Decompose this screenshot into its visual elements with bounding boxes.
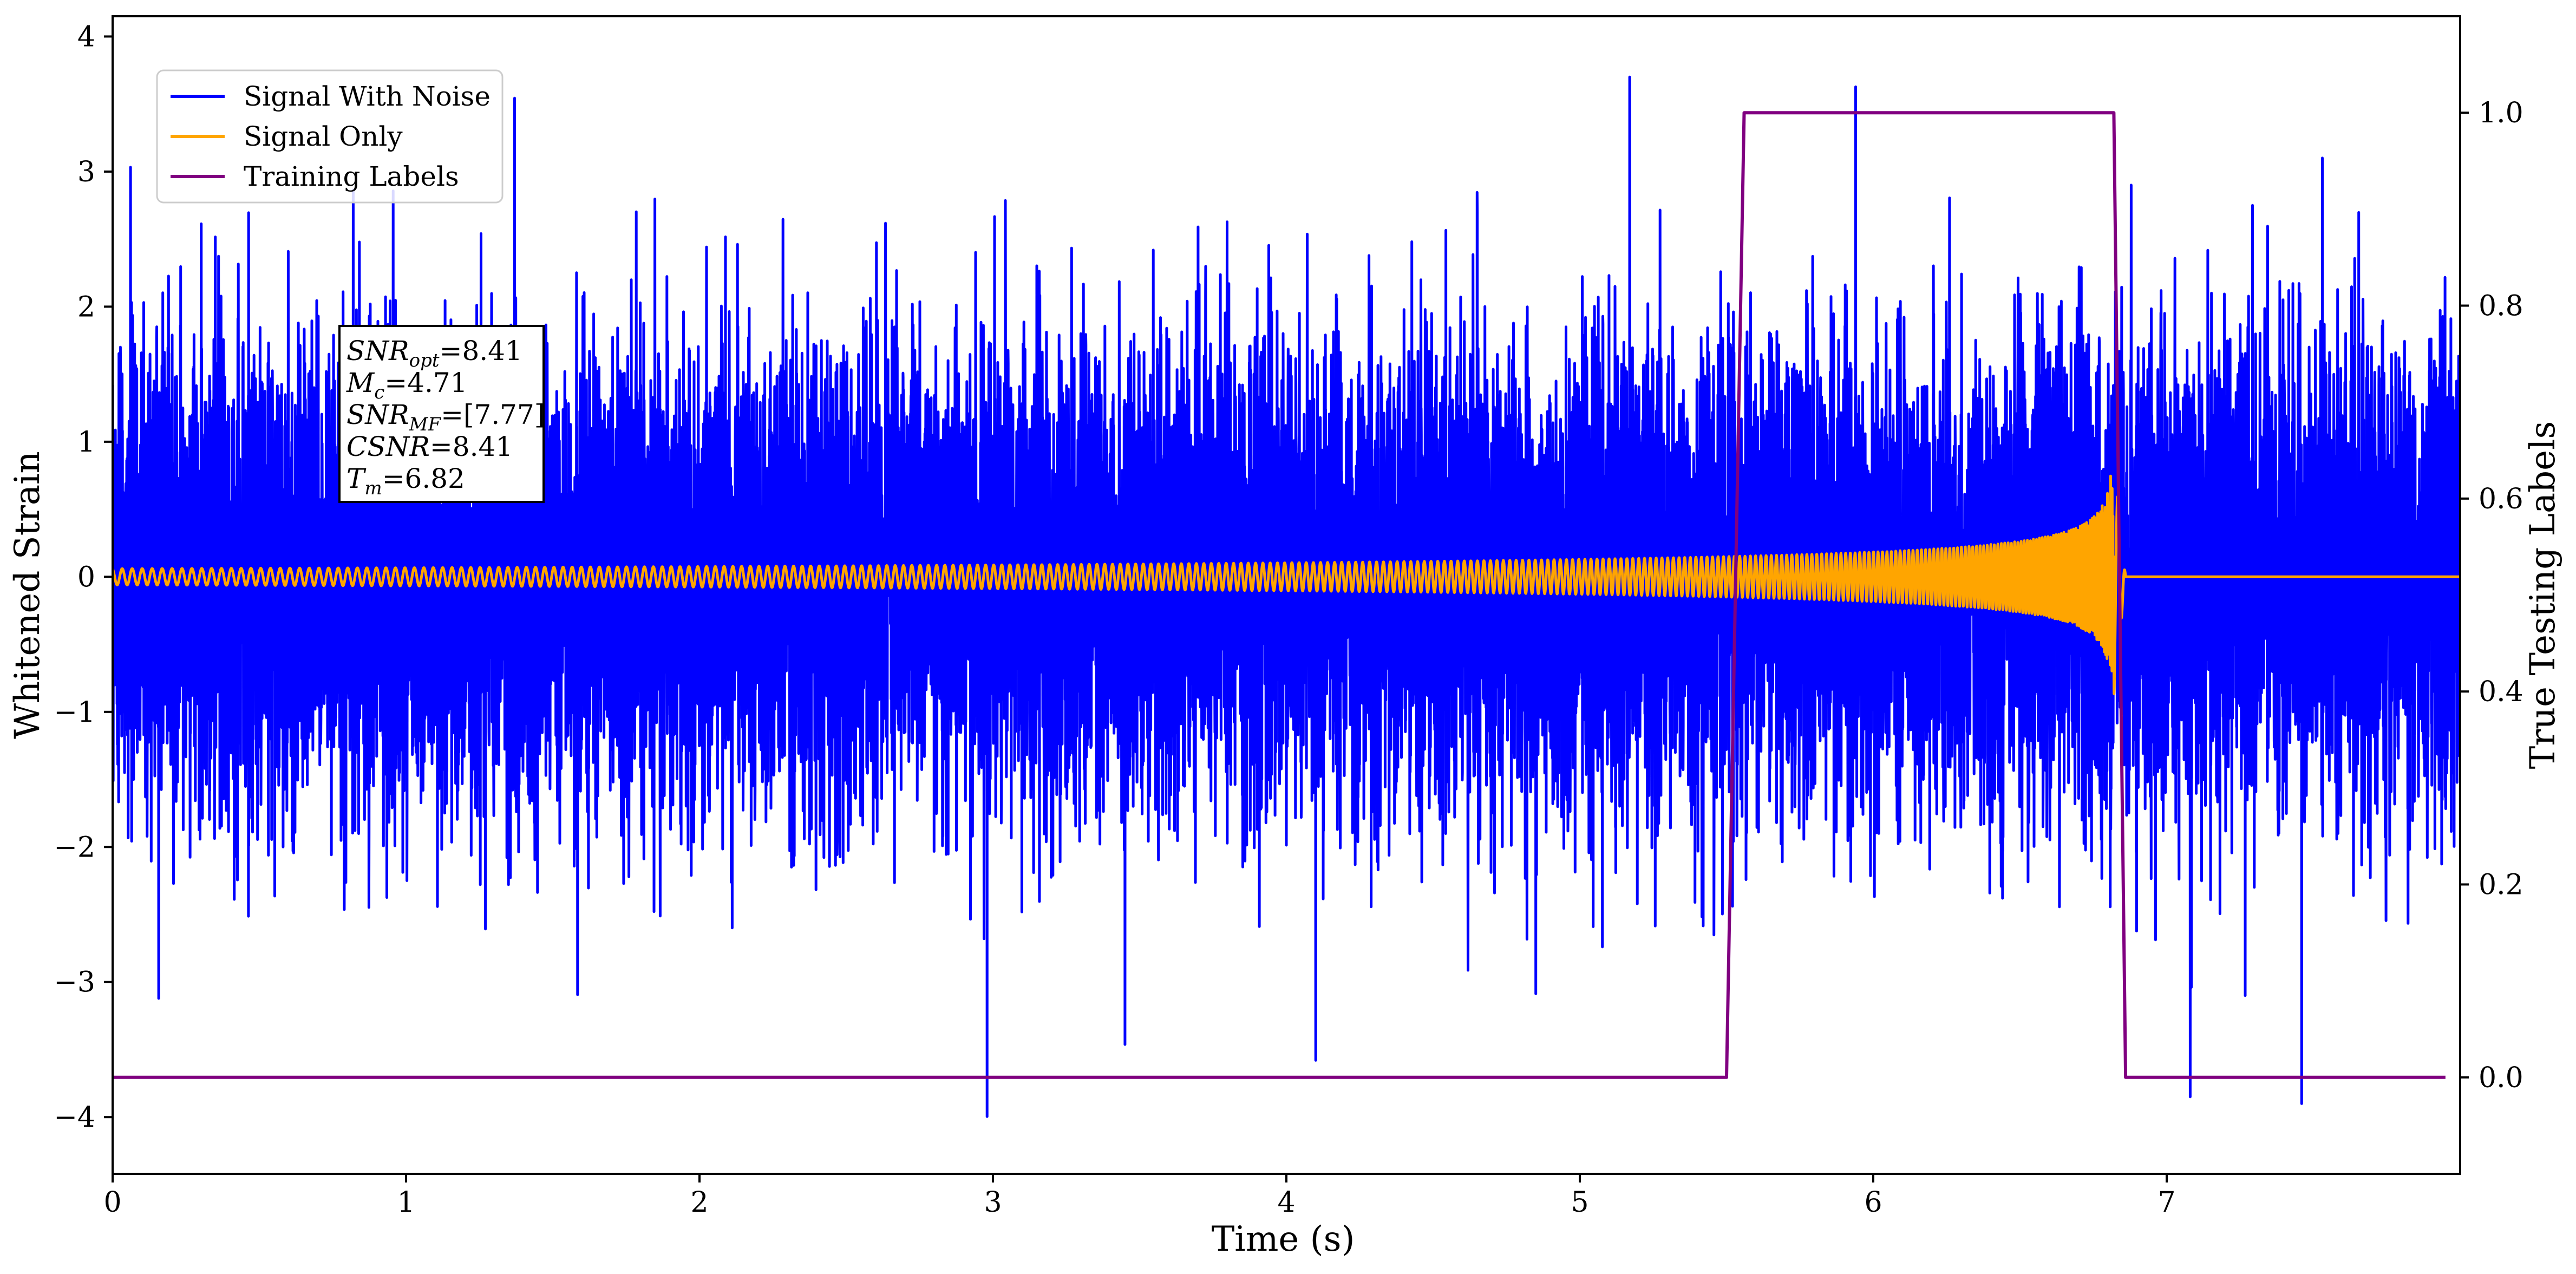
legend: Signal With Noise Signal Only Training L…: [156, 69, 504, 204]
y-axis-right: 0.0 0.2 0.4 0.6 0.8 1.0: [2460, 97, 2523, 1094]
legend-label-training-labels: Training Labels: [244, 161, 459, 192]
series-layer: [113, 75, 2460, 1118]
x-tick-label: 1: [397, 1186, 415, 1219]
y-axis-label: Whitened Strain: [8, 451, 48, 739]
legend-label-signal-with-noise: Signal With Noise: [244, 81, 491, 112]
series-line-signal-only: [113, 474, 2460, 695]
y2-tick-label: 0.4: [2479, 676, 2523, 708]
x-tick-label: 5: [1571, 1186, 1588, 1219]
y-tick-label: 2: [77, 291, 95, 323]
x-tick-label: 3: [984, 1186, 1002, 1219]
y2-tick-label: 0.2: [2479, 869, 2523, 901]
y-tick-label: −1: [54, 696, 95, 729]
annotation-chirp-mass: Mc=4.71: [346, 367, 467, 403]
y2-tick-label: 1.0: [2479, 97, 2523, 129]
y-tick-label: 1: [77, 426, 95, 459]
annotation-frame: [338, 325, 545, 503]
x-axis-label: Time (s): [1212, 1219, 1355, 1259]
annotation-csnr: CSNR=8.41: [346, 431, 513, 462]
y-tick-label: 3: [77, 156, 95, 188]
annotation-box: SNRopt=8.41 Mc=4.71 SNRMF=[7.77] CSNR=8.…: [338, 325, 545, 503]
annotation-snr-opt: SNRopt=8.41: [346, 335, 522, 371]
y2-axis-label: True Testing Labels: [2523, 421, 2563, 769]
legend-box: [156, 69, 504, 204]
legend-label-signal-only: Signal Only: [244, 121, 403, 152]
y-tick-label: −2: [54, 831, 95, 864]
y-tick-label: 4: [77, 21, 95, 53]
y2-tick-label: 0.0: [2479, 1062, 2523, 1094]
x-axis: 0 1 2 3 4 5 6 7: [103, 1174, 2176, 1219]
x-tick-label: 6: [1864, 1186, 1882, 1219]
y2-tick-label: 0.8: [2479, 290, 2523, 323]
y-tick-label: −4: [54, 1101, 95, 1134]
x-tick-label: 0: [103, 1186, 121, 1219]
y-axis-left: −4 −3 −2 −1 0 1 2 3 4: [54, 21, 113, 1134]
annotation-merger-time: Tm=6.82: [346, 463, 465, 499]
y-tick-label: 0: [77, 561, 95, 593]
x-tick-label: 2: [690, 1186, 708, 1219]
series-line-training-labels: [113, 111, 2446, 1079]
y2-tick-label: 0.6: [2479, 483, 2523, 515]
y-tick-label: −3: [54, 966, 95, 999]
annotation-snr-mf: SNRMF=[7.77]: [346, 399, 545, 435]
x-tick-label: 4: [1277, 1186, 1295, 1219]
x-tick-label: 7: [2157, 1186, 2175, 1219]
